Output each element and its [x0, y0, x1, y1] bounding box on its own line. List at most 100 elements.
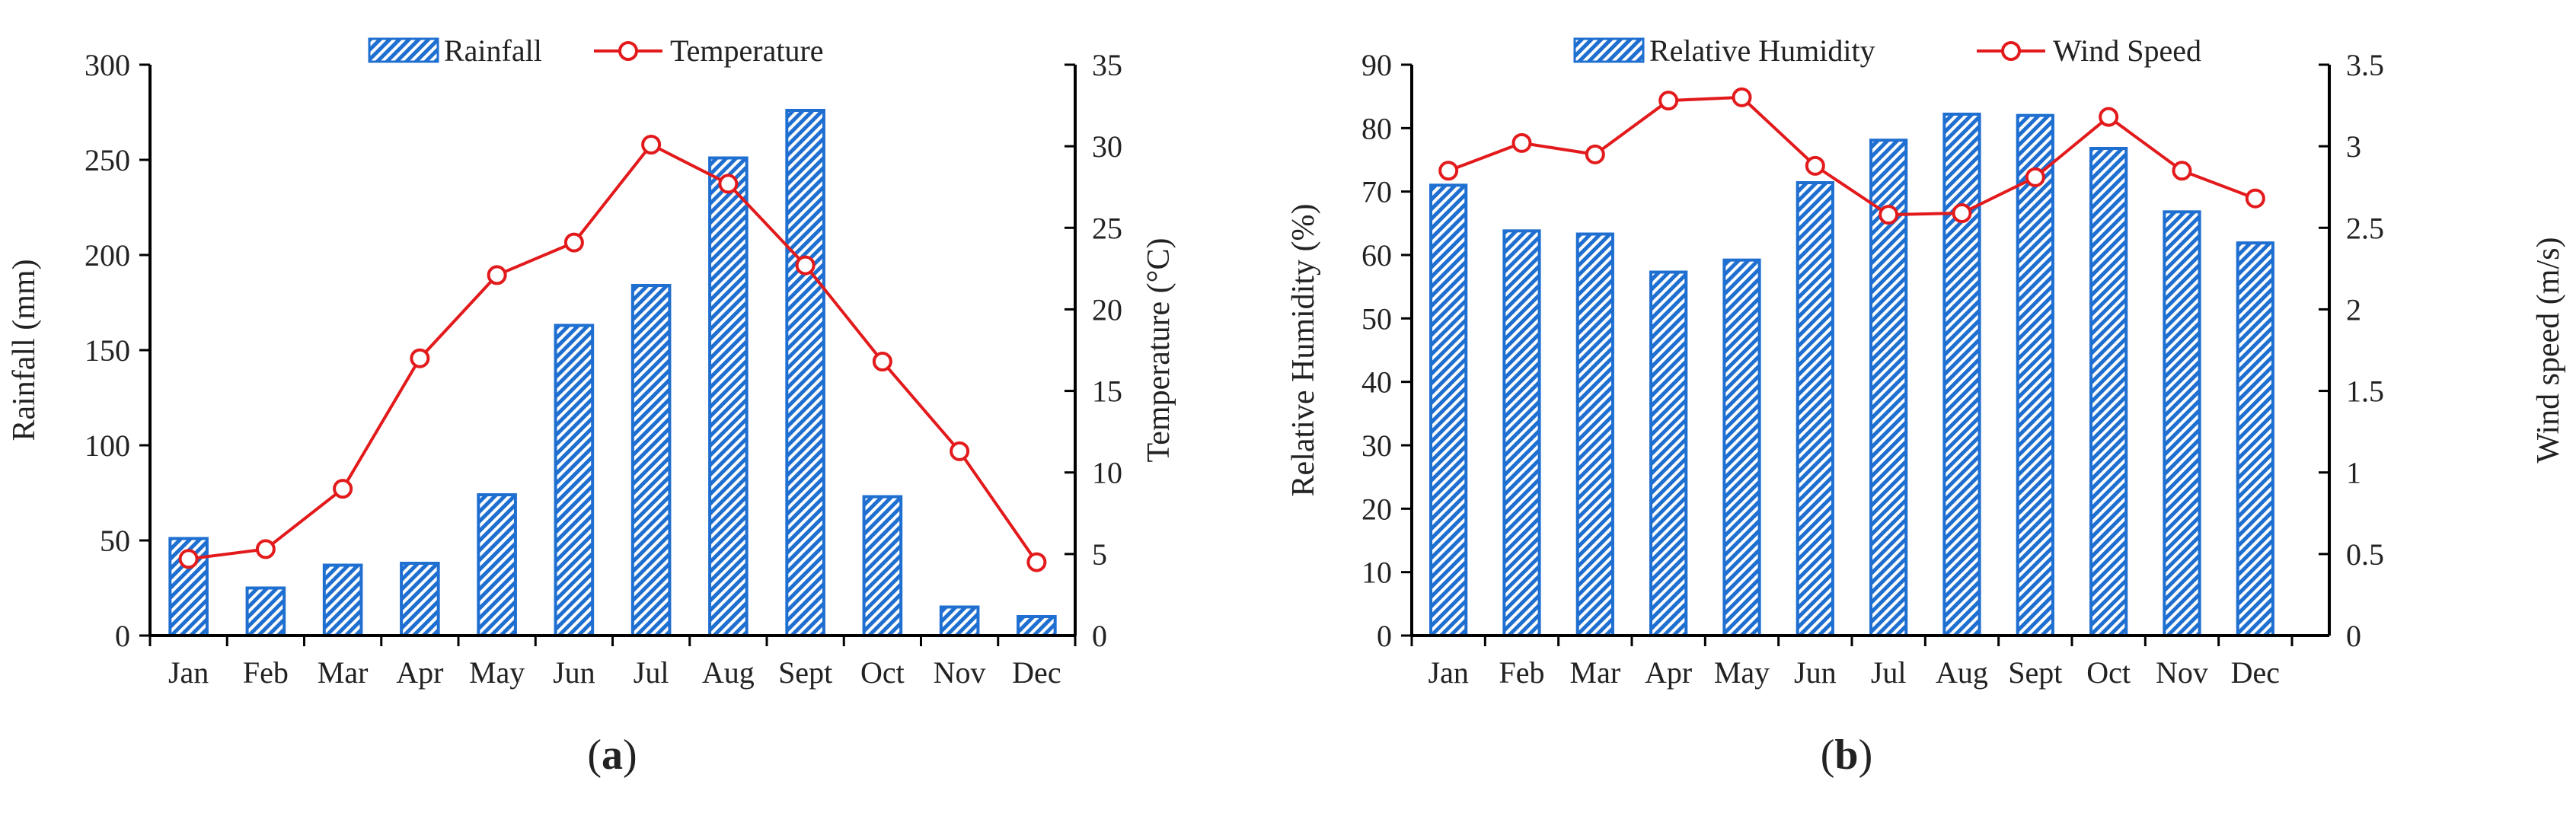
- bar-oct: [2089, 147, 2128, 637]
- bar-apr: [1649, 270, 1688, 637]
- y-tick-label: 30: [1361, 429, 1392, 463]
- line-point-apr: [1658, 91, 1679, 111]
- bar-mar: [1575, 232, 1614, 637]
- y-axis-title: Rainfall (mm): [7, 259, 42, 441]
- x-tick-label: Aug: [702, 655, 755, 690]
- y2-tick-label: 2: [2346, 292, 2361, 327]
- line-point-aug: [1952, 203, 1972, 223]
- bar-jun: [1796, 181, 1834, 637]
- x-tick-label: Jul: [634, 655, 669, 690]
- x-tick-label: Dec: [1012, 655, 1061, 690]
- x-tick-label: Mar: [1570, 655, 1621, 690]
- line-wind-speed: [1448, 95, 2256, 217]
- line-point-apr: [410, 348, 430, 368]
- line-point-mar: [333, 479, 353, 499]
- x-tick-label: Sept: [778, 655, 832, 690]
- x-tick-label: Aug: [1936, 655, 1988, 690]
- line-point-nov: [2172, 161, 2192, 181]
- legend-marker-icon: [2001, 41, 2021, 61]
- chart-a: 0 50 100 150 200 250 300 0 5 10 15 20 25 30 35 Jan Feb Ma…: [7, 33, 1176, 779]
- x-tick-label: Jul: [1871, 655, 1907, 690]
- x-tick-label: Nov: [2156, 655, 2208, 690]
- y-axis-title: Relative Humidity (%): [1286, 204, 1321, 497]
- bar-oct: [862, 495, 903, 637]
- legend-label-line: Wind Speed: [2053, 33, 2201, 68]
- x-tick-label: Sept: [2008, 655, 2062, 690]
- line-point-jan: [1438, 161, 1459, 181]
- bar-mar: [322, 563, 363, 637]
- line-point-jul: [1879, 205, 1899, 225]
- line-point-oct: [872, 352, 892, 371]
- legend-marker-icon: [618, 41, 638, 61]
- y-tick-label: 50: [1361, 301, 1392, 336]
- x-tick-label: May: [469, 655, 525, 690]
- y2-axis-title: Temperature (°C): [1141, 238, 1176, 463]
- y2-tick-label: 25: [1092, 211, 1122, 245]
- x-tick-label: Jan: [1428, 655, 1469, 690]
- bar-feb: [1502, 229, 1541, 638]
- line-point-sept: [2025, 167, 2045, 187]
- line-point-feb: [255, 539, 276, 559]
- y-tick-label: 300: [85, 48, 130, 82]
- y-tick-label: 50: [100, 524, 130, 558]
- line-point-jun: [563, 232, 584, 253]
- line-point-dec: [1026, 552, 1047, 572]
- x-tick-label: Nov: [934, 655, 986, 690]
- y-tick-label: 20: [1361, 492, 1392, 526]
- line-point-may: [1732, 87, 1752, 107]
- bar-sept: [785, 109, 825, 637]
- legend-label-bar: Rainfall: [444, 33, 542, 68]
- y-tick-label: 100: [85, 429, 130, 463]
- y2-tick-label: 3: [2346, 129, 2361, 164]
- bar-feb: [245, 586, 286, 637]
- y2-tick-label: 10: [1092, 456, 1122, 490]
- x-tick-label: Mar: [318, 655, 369, 690]
- x-tick-label: Apr: [396, 655, 443, 690]
- y2-tick-label: 30: [1092, 129, 1122, 164]
- x-tick-label: Feb: [243, 655, 289, 690]
- y2-tick-label: 0.5: [2346, 537, 2384, 572]
- y-tick-label: 80: [1361, 111, 1392, 145]
- y-tick-label: 60: [1361, 238, 1392, 272]
- y-tick-label: 250: [85, 143, 130, 177]
- legend-label-line: Temperature: [670, 33, 824, 68]
- y2-tick-label: 3.5: [2346, 48, 2384, 82]
- x-tick-label: Feb: [1499, 655, 1545, 690]
- line-point-mar: [1585, 144, 1605, 164]
- legend-label-bar: Relative Humidity: [1649, 33, 1875, 68]
- bar-may: [1722, 258, 1761, 637]
- line-point-sept: [795, 255, 816, 276]
- legend-bar-swatch: [368, 37, 439, 63]
- y2-tick-label: 5: [1092, 537, 1107, 572]
- bar-sept: [2016, 113, 2054, 637]
- panel-label: (a): [587, 731, 637, 779]
- y-tick-label: 40: [1361, 365, 1392, 400]
- y2-tick-label: 0: [1092, 619, 1107, 653]
- bar-aug: [708, 156, 749, 637]
- x-tick-label: Oct: [860, 655, 905, 690]
- x-tick-label: May: [1714, 655, 1770, 690]
- bar-jan: [1429, 183, 1468, 638]
- y-tick-label: 200: [85, 238, 130, 272]
- line-temperature: [188, 142, 1039, 563]
- x-tick-label: Jan: [168, 655, 209, 690]
- y2-tick-label: 0: [2346, 619, 2361, 653]
- y2-tick-label: 2.5: [2346, 211, 2384, 245]
- bar-apr: [400, 562, 440, 637]
- y-tick-label: 70: [1361, 175, 1392, 209]
- bar-dec: [2236, 241, 2274, 637]
- x-tick-label: Jun: [1794, 655, 1837, 690]
- bar-dec: [1017, 615, 1057, 637]
- y-tick-label: 150: [85, 333, 130, 368]
- line-point-may: [487, 265, 507, 285]
- line-point-oct: [2099, 107, 2119, 127]
- bar-jul: [630, 284, 672, 637]
- bar-aug: [1942, 113, 1981, 637]
- bar-jun: [554, 323, 595, 637]
- y-tick-label: 0: [115, 619, 130, 653]
- x-tick-label: Oct: [2086, 655, 2131, 690]
- line-point-jun: [1805, 155, 1825, 176]
- y2-tick-label: 35: [1092, 48, 1122, 82]
- line-point-feb: [1511, 132, 1532, 153]
- bar-may: [477, 493, 517, 637]
